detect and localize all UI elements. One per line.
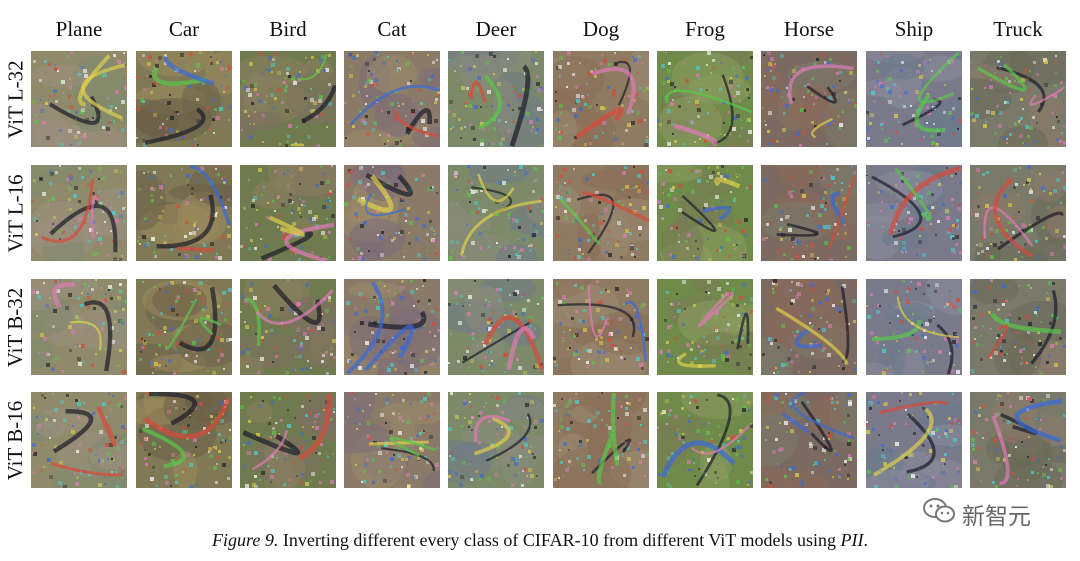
inverted-image-frog-vit-l-32	[657, 51, 753, 147]
column-header-car: Car	[168, 17, 200, 41]
inverted-image-horse-vit-l-32	[761, 51, 857, 147]
column-header-dog: Dog	[582, 17, 620, 41]
row-label-text: ViT L-16	[3, 173, 28, 253]
row-label-vit-l-32: ViT L-32	[2, 49, 30, 149]
inverted-image-dog-vit-b-32	[553, 279, 649, 375]
inverted-image-bird-vit-b-32	[240, 279, 336, 375]
inverted-image-car-vit-b-16	[136, 392, 232, 488]
row-label-text: ViT B-32	[3, 287, 28, 367]
inverted-image-car-vit-l-32	[136, 51, 232, 147]
inverted-image-frog-vit-l-16	[657, 165, 753, 261]
inverted-image-frog-vit-b-16	[657, 392, 753, 488]
column-header-truck: Truck	[993, 17, 1043, 41]
figure-caption: Figure 9. Inverting different every clas…	[0, 528, 1080, 552]
inverted-image-truck-vit-b-16	[970, 392, 1066, 488]
inverted-image-cat-vit-b-32	[344, 279, 440, 375]
inverted-image-cat-vit-b-16	[344, 392, 440, 488]
inverted-image-truck-vit-b-32	[970, 279, 1066, 375]
inverted-image-deer-vit-b-32	[448, 279, 544, 375]
row-label-vit-l-16: ViT L-16	[2, 163, 30, 263]
inverted-image-car-vit-l-16	[136, 165, 232, 261]
inverted-image-ship-vit-l-16	[866, 165, 962, 261]
caption-end: .	[863, 530, 868, 550]
column-header-bird: Bird	[269, 17, 307, 41]
inverted-image-horse-vit-b-32	[761, 279, 857, 375]
row-label-vit-b-16: ViT B-16	[2, 390, 30, 490]
inverted-image-ship-vit-b-16	[866, 392, 962, 488]
inverted-image-plane-vit-b-32	[31, 279, 127, 375]
inverted-image-bird-vit-b-16	[240, 392, 336, 488]
watermark: 新智元	[922, 496, 1031, 532]
inverted-image-dog-vit-l-16	[553, 165, 649, 261]
inverted-image-dog-vit-b-16	[553, 392, 649, 488]
inverted-image-cat-vit-l-32	[344, 51, 440, 147]
inverted-image-plane-vit-b-16	[31, 392, 127, 488]
row-label-text: ViT L-32	[3, 59, 28, 139]
column-header-horse: Horse	[783, 17, 835, 41]
inverted-image-frog-vit-b-32	[657, 279, 753, 375]
caption-method: PII	[840, 530, 864, 550]
row-label-text: ViT B-16	[3, 400, 28, 480]
caption-text: Inverting different every class of CIFAR…	[278, 530, 841, 550]
inverted-image-ship-vit-b-32	[866, 279, 962, 375]
inverted-image-cat-vit-l-16	[344, 165, 440, 261]
inverted-image-horse-vit-b-16	[761, 392, 857, 488]
column-header-ship: Ship	[894, 17, 934, 41]
inverted-image-dog-vit-l-32	[553, 51, 649, 147]
inverted-image-truck-vit-l-32	[970, 51, 1066, 147]
inverted-image-deer-vit-b-16	[448, 392, 544, 488]
column-header-frog: Frog	[685, 17, 725, 41]
wechat-icon	[922, 496, 956, 532]
inverted-image-ship-vit-l-32	[866, 51, 962, 147]
inverted-image-horse-vit-l-16	[761, 165, 857, 261]
watermark-text: 新智元	[962, 504, 1031, 530]
inverted-image-plane-vit-l-16	[31, 165, 127, 261]
inverted-image-deer-vit-l-16	[448, 165, 544, 261]
column-header-deer: Deer	[475, 17, 517, 41]
inverted-image-truck-vit-l-16	[970, 165, 1066, 261]
inverted-image-car-vit-b-32	[136, 279, 232, 375]
inverted-image-bird-vit-l-16	[240, 165, 336, 261]
row-label-vit-b-32: ViT B-32	[2, 277, 30, 377]
column-header-cat: Cat	[377, 17, 407, 41]
figure-label: Figure 9.	[212, 530, 279, 550]
inverted-image-bird-vit-l-32	[240, 51, 336, 147]
inverted-image-plane-vit-l-32	[31, 51, 127, 147]
column-header-plane: Plane	[55, 17, 103, 41]
inverted-image-deer-vit-l-32	[448, 51, 544, 147]
